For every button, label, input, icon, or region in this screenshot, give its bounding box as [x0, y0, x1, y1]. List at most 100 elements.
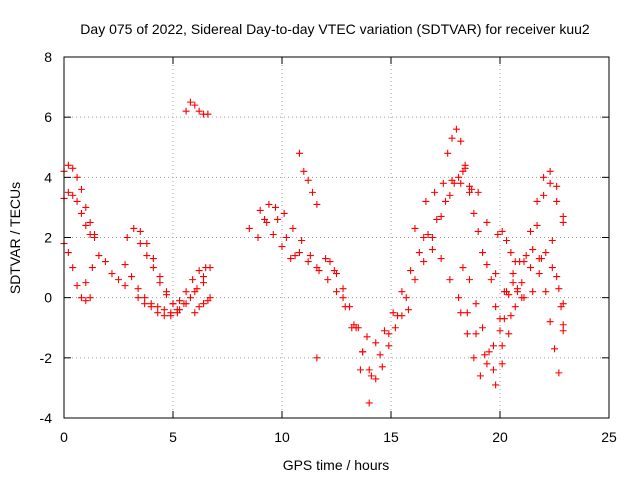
data-point — [148, 303, 155, 310]
data-point — [529, 288, 536, 295]
data-point — [359, 348, 366, 355]
data-point — [82, 222, 89, 229]
data-point — [346, 303, 353, 310]
data-point — [74, 282, 81, 289]
data-point — [130, 225, 137, 232]
data-point — [499, 342, 506, 349]
tick-labels: 0 5 10 15 20 25-4-202468 — [40, 49, 617, 445]
data-point — [505, 330, 512, 337]
data-point — [163, 291, 170, 298]
data-point — [296, 249, 303, 256]
data-point — [429, 234, 436, 241]
data-point — [416, 249, 423, 256]
grid-lines — [64, 57, 609, 418]
sdtvar-scatter-chart: 0 5 10 15 20 25-4-202468 Day 075 of 2022, Sid… — [0, 0, 640, 480]
data-point — [483, 219, 490, 226]
data-point — [74, 174, 81, 181]
data-point — [420, 258, 427, 265]
data-point — [322, 255, 329, 262]
x-tick-label: 20 — [492, 429, 508, 445]
data-point — [187, 99, 194, 106]
data-point — [512, 303, 519, 310]
data-point — [309, 189, 316, 196]
data-point — [274, 216, 281, 223]
y-tick-label: 0 — [44, 290, 52, 306]
data-point — [204, 111, 211, 118]
data-point — [473, 300, 480, 307]
data-point — [124, 234, 131, 241]
data-point — [305, 258, 312, 265]
data-point — [540, 192, 547, 199]
data-point — [560, 327, 567, 334]
data-point — [477, 372, 484, 379]
data-point — [135, 294, 142, 301]
data-point — [444, 150, 451, 157]
data-point — [483, 360, 490, 367]
data-point — [549, 237, 556, 244]
data-point — [549, 264, 556, 271]
data-point — [313, 354, 320, 361]
data-point — [183, 288, 190, 295]
data-points — [61, 99, 567, 407]
data-point — [440, 180, 447, 187]
data-point — [279, 243, 286, 250]
data-point — [372, 339, 379, 346]
data-point — [486, 348, 493, 355]
data-point — [69, 192, 76, 199]
data-point — [305, 177, 312, 184]
data-point — [87, 294, 94, 301]
data-point — [108, 270, 115, 277]
data-point — [196, 303, 203, 310]
data-point — [455, 174, 462, 181]
data-point — [141, 300, 148, 307]
data-point — [529, 246, 536, 253]
data-point — [560, 213, 567, 220]
data-point — [512, 258, 519, 265]
y-tick-label: 2 — [44, 230, 52, 246]
x-tick-label: 15 — [383, 429, 399, 445]
data-point — [560, 219, 567, 226]
data-point — [161, 312, 168, 319]
data-point — [156, 273, 163, 280]
data-point — [91, 234, 98, 241]
data-point — [473, 330, 480, 337]
data-point — [265, 201, 272, 208]
data-point — [298, 237, 305, 244]
data-point — [553, 198, 560, 205]
data-point — [366, 399, 373, 406]
data-point — [385, 342, 392, 349]
data-point — [69, 165, 76, 172]
y-axis-label: SDTVAR / TECUs — [7, 182, 23, 294]
data-point — [411, 276, 418, 283]
data-point — [518, 279, 525, 286]
data-point — [340, 294, 347, 301]
data-point — [246, 225, 253, 232]
data-point — [154, 303, 161, 310]
data-point — [555, 369, 562, 376]
data-point — [431, 189, 438, 196]
data-point — [407, 267, 414, 274]
data-point — [289, 225, 296, 232]
y-tick-label: -4 — [40, 410, 53, 426]
data-point — [411, 225, 418, 232]
data-point — [553, 183, 560, 190]
y-tick-label: 6 — [44, 109, 52, 125]
data-point — [307, 252, 314, 259]
data-point — [442, 198, 449, 205]
data-point — [272, 204, 279, 211]
data-point — [161, 306, 168, 313]
data-point — [425, 231, 432, 238]
data-point — [156, 279, 163, 286]
data-point — [122, 282, 129, 289]
data-point — [257, 207, 264, 214]
data-point — [333, 288, 340, 295]
data-point — [520, 258, 527, 265]
data-point — [481, 351, 488, 358]
data-point — [405, 306, 412, 313]
data-point — [446, 276, 453, 283]
data-point — [283, 234, 290, 241]
data-point — [446, 192, 453, 199]
x-tick-label: 10 — [274, 429, 290, 445]
data-point — [324, 276, 331, 283]
data-point — [470, 210, 477, 217]
